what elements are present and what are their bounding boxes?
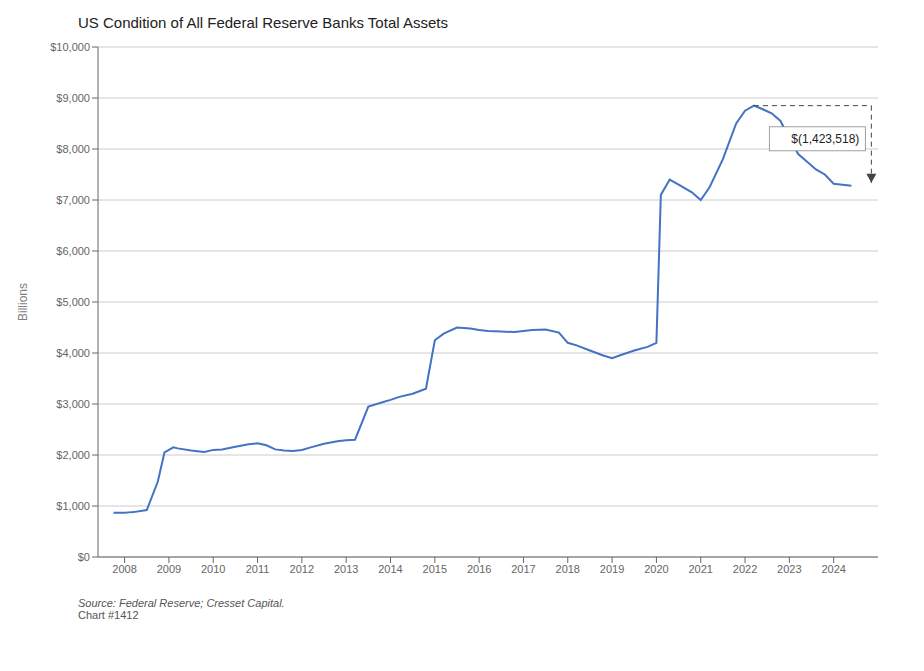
html-text:US Condition of All Federal Re: US Condition of All Federal Reserve Bank… <box>78 14 448 31</box>
svg-text:2008: 2008 <box>112 563 136 575</box>
svg-text:$5,000: $5,000 <box>56 296 90 308</box>
svg-text:2011: 2011 <box>246 563 270 575</box>
svg-text:$4,000: $4,000 <box>56 347 90 359</box>
svg-text:2021: 2021 <box>688 563 712 575</box>
svg-text:$7,000: $7,000 <box>56 194 90 206</box>
svg-text:2020: 2020 <box>644 563 668 575</box>
svg-text:2009: 2009 <box>157 563 181 575</box>
svg-text:$(1,423,518): $(1,423,518) <box>791 132 859 146</box>
svg-text:$10,000: $10,000 <box>50 41 90 53</box>
svg-text:2010: 2010 <box>201 563 225 575</box>
svg-text:$8,000: $8,000 <box>56 143 90 155</box>
svg-text:$9,000: $9,000 <box>56 92 90 104</box>
svg-text:2019: 2019 <box>600 563 624 575</box>
svg-text:2024: 2024 <box>821 563 845 575</box>
svg-text:$0: $0 <box>78 551 90 563</box>
svg-text:2022: 2022 <box>733 563 757 575</box>
svg-text:2012: 2012 <box>290 563 314 575</box>
html-text:Chart #1412: Chart #1412 <box>78 609 139 621</box>
svg-text:2017: 2017 <box>511 563 535 575</box>
svg-text:$1,000: $1,000 <box>56 500 90 512</box>
svg-text:2023: 2023 <box>777 563 801 575</box>
svg-text:$6,000: $6,000 <box>56 245 90 257</box>
svg-text:2013: 2013 <box>334 563 358 575</box>
svg-text:$3,000: $3,000 <box>56 398 90 410</box>
svg-text:2018: 2018 <box>556 563 580 575</box>
svg-text:2015: 2015 <box>423 563 447 575</box>
html-text:Source: Federal Reserve; Cress: Source: Federal Reserve; Cresset Capital… <box>78 597 285 609</box>
svg-text:2016: 2016 <box>467 563 491 575</box>
svg-text:2014: 2014 <box>378 563 402 575</box>
svg-text:$2,000: $2,000 <box>56 449 90 461</box>
svg-text:Billions: Billions <box>16 283 30 321</box>
